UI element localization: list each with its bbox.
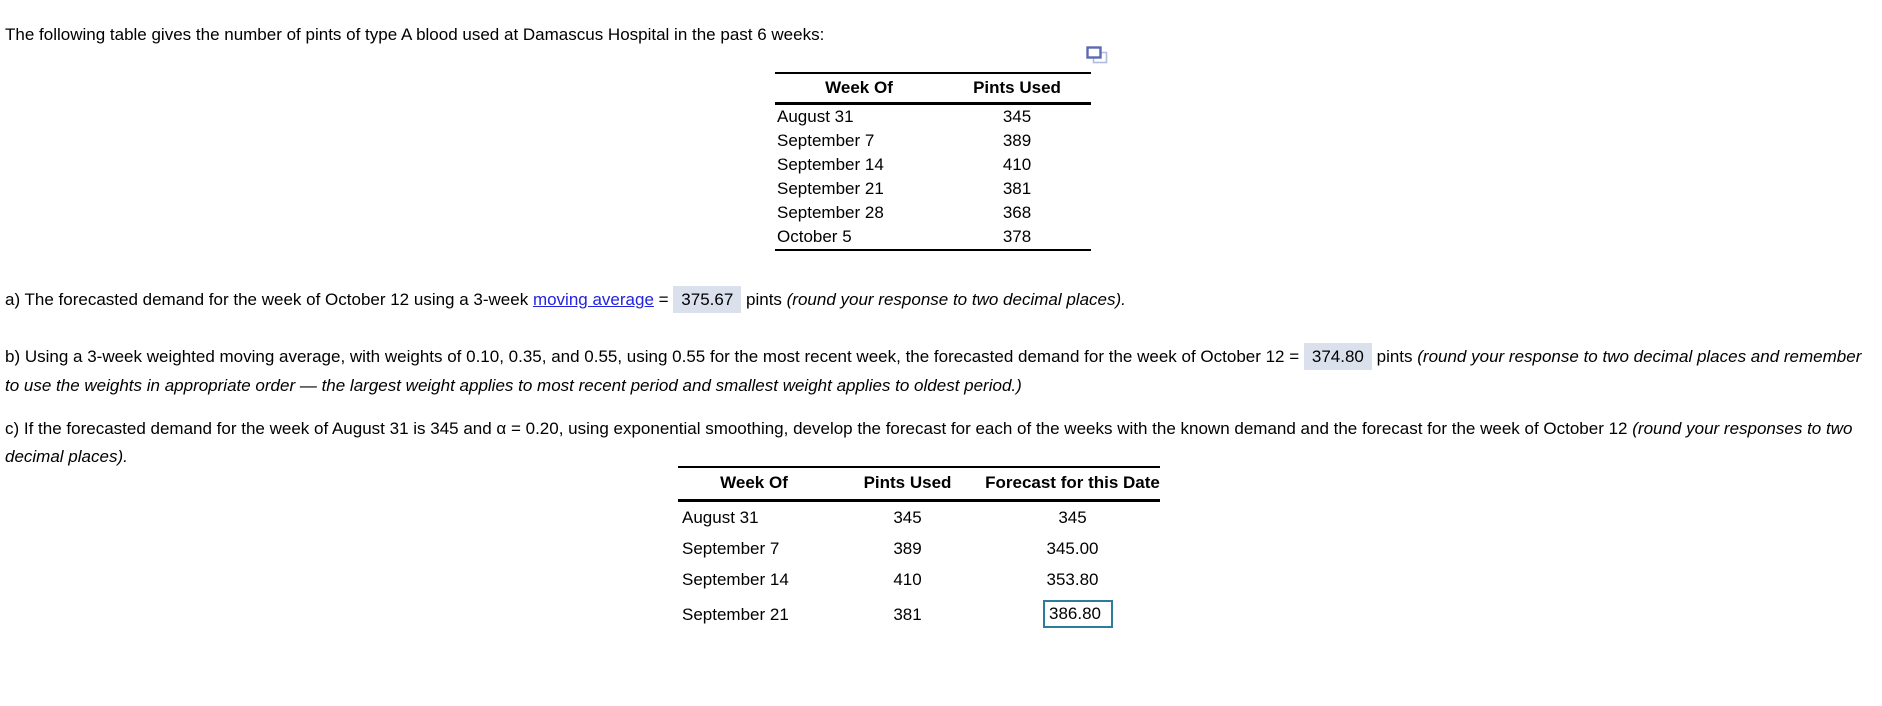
table-row: September 28 368 <box>775 201 1091 225</box>
forecast-answer-input[interactable] <box>1043 600 1113 628</box>
table-row: September 7 389 <box>775 129 1091 153</box>
part-c-text: c) If the forecasted demand for the week… <box>5 419 1633 438</box>
moving-average-link[interactable]: moving average <box>532 290 654 309</box>
forecast-input-cell <box>985 595 1160 633</box>
table-row: October 5 378 <box>775 225 1091 250</box>
table1-header-week: Week Of <box>775 73 943 105</box>
table-row: September 14 410 <box>775 153 1091 177</box>
copy-table-icon[interactable] <box>1086 45 1108 65</box>
week-cell: September 14 <box>777 155 884 174</box>
week-cell: September 7 <box>777 131 875 150</box>
table-row: September 7 389 345.00 <box>678 533 1160 564</box>
table2-header-pints: Pints Used <box>830 467 985 502</box>
part-a-note: (round your response to two decimal plac… <box>786 290 1126 309</box>
table1-header-pints: Pints Used <box>943 73 1091 105</box>
part-b-note: (round your response to two decimal plac… <box>5 347 1862 395</box>
question-intro: The following table gives the number of … <box>5 25 825 44</box>
part-a-text: a) The forecasted demand for the week of… <box>5 290 533 309</box>
pints-cell: 345 <box>893 508 922 527</box>
pints-cell: 381 <box>1002 179 1032 198</box>
blood-usage-table: Week Of Pints Used August 31 345 Septemb… <box>775 72 1091 251</box>
forecast-table: Week Of Pints Used Forecast for this Dat… <box>678 466 1160 633</box>
week-cell: September 21 <box>777 179 884 198</box>
part-a-equals: = <box>653 290 674 309</box>
week-cell: September 21 <box>682 604 789 624</box>
pints-cell: 410 <box>893 570 922 589</box>
table-row: August 31 345 <box>775 104 1091 130</box>
pints-cell: 381 <box>893 604 922 624</box>
week-cell: September 14 <box>682 570 789 589</box>
part-a-answer-value: 375.67 <box>673 286 742 313</box>
forecast-cell: 345.00 <box>1046 539 1099 558</box>
part-c-note: (round your responses to two decimal pla… <box>5 419 1853 466</box>
forecast-cell: 353.80 <box>1046 570 1099 589</box>
pints-cell: 389 <box>893 539 922 558</box>
forecast-cell: 345 <box>1058 508 1087 527</box>
table-row: September 14 410 353.80 <box>678 564 1160 595</box>
part-b-statement: b) Using a 3-week weighted moving averag… <box>5 342 1873 400</box>
table2-header-week: Week Of <box>678 467 830 502</box>
pints-cell: 368 <box>1002 203 1032 222</box>
table1-header-row: Week Of Pints Used <box>775 73 1091 105</box>
pints-cell: 378 <box>1002 227 1032 246</box>
part-a-statement: a) The forecasted demand for the week of… <box>5 286 1873 313</box>
pints-cell: 410 <box>1002 155 1032 174</box>
part-c-statement: c) If the forecasted demand for the week… <box>5 415 1873 471</box>
table-row: August 31 345 345 <box>678 501 1160 534</box>
pints-cell: 389 <box>1002 131 1032 150</box>
table2-header-forecast: Forecast for this Date <box>985 467 1160 502</box>
week-cell: September 7 <box>682 539 780 558</box>
table-row: September 21 381 <box>775 177 1091 201</box>
part-b-text: b) Using a 3-week weighted moving averag… <box>5 347 1304 366</box>
week-cell: October 5 <box>777 227 852 246</box>
table2-header-row: Week Of Pints Used Forecast for this Dat… <box>678 467 1160 502</box>
pints-cell: 345 <box>1002 107 1032 126</box>
week-cell: September 28 <box>777 203 884 222</box>
table-row: September 21 381 <box>678 595 1160 633</box>
part-b-unit: pints <box>1371 347 1418 366</box>
part-b-answer-value: 374.80 <box>1303 343 1372 370</box>
part-a-unit: pints <box>741 290 787 309</box>
week-cell: August 31 <box>682 508 759 527</box>
week-cell: August 31 <box>777 107 854 126</box>
